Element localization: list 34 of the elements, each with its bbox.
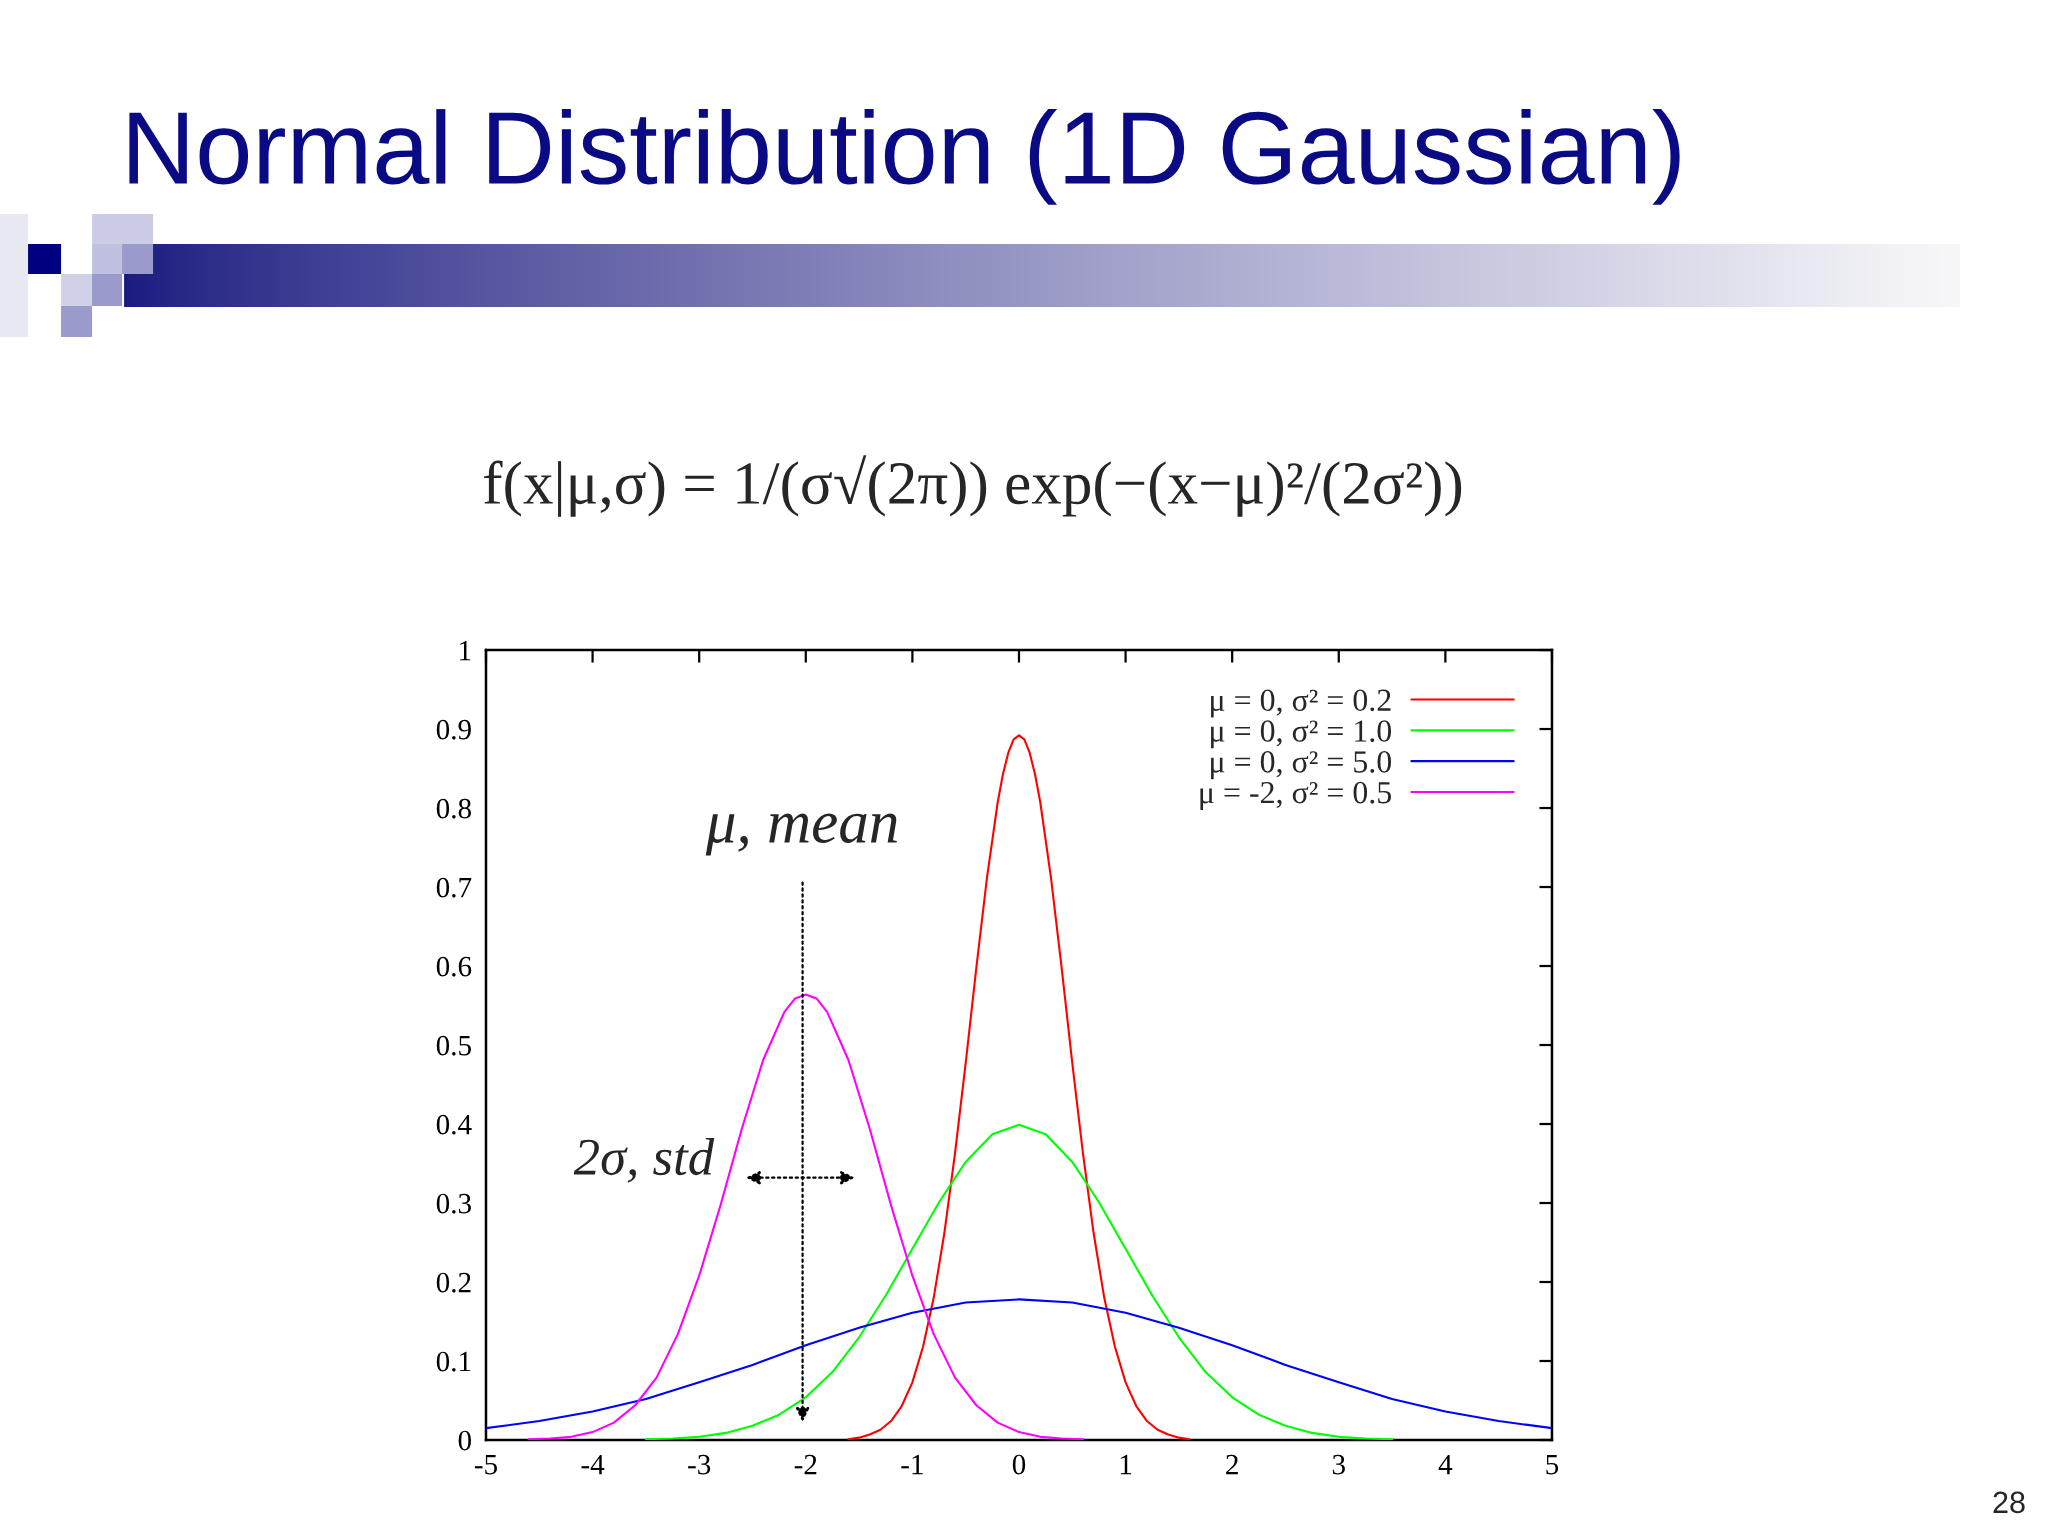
- y-tick-label: 0.8: [436, 798, 471, 819]
- x-tick-label: -1: [901, 1454, 923, 1475]
- x-tick-label: -3: [688, 1454, 711, 1475]
- line-series: [527, 993, 1084, 1440]
- annotation: 2σ, std: [573, 1138, 715, 1183]
- text: 28: [1993, 1491, 2025, 1514]
- y-tick-label: 0.7: [436, 877, 472, 898]
- chart-title: Normal Distribution (1D Gaussian): [129, 109, 1680, 205]
- x-tick-label: -5: [474, 1455, 497, 1475]
- x-tick-label: -4: [581, 1454, 605, 1475]
- y-tick-label: 0.6: [436, 956, 472, 977]
- legend-label: μ = -2, σ² = 0.5: [1200, 781, 1392, 810]
- line-series: [644, 1123, 1394, 1440]
- legend-label: μ = 0, σ² = 5.0: [1211, 751, 1392, 780]
- line-series: [485, 1298, 1552, 1430]
- x-tick-label: 2: [1226, 1454, 1238, 1475]
- x-tick-label: -2: [794, 1454, 817, 1475]
- chart-subtitle: f(x|μ,σ) = 1/(σ√(2π)) exp(−(x−μ)²/(2σ²)): [484, 455, 1462, 517]
- x-tick-label: 5: [1546, 1455, 1559, 1475]
- annotation: μ, mean: [705, 813, 897, 856]
- x-tick-label: 3: [1332, 1454, 1345, 1475]
- y-tick-label: 0.5: [436, 1035, 471, 1056]
- y-tick-label: 0.9: [436, 719, 471, 740]
- y-tick-label: 0.4: [436, 1114, 472, 1135]
- x-tick-label: 0: [1012, 1454, 1026, 1475]
- legend-label: μ = 0, σ² = 0.2: [1211, 689, 1391, 718]
- legend-label: μ = 0, σ² = 1.0: [1211, 720, 1392, 749]
- y-tick-label: 0.1: [436, 1351, 471, 1372]
- y-tick-label: 0.2: [436, 1272, 471, 1293]
- y-tick-label: 0.3: [436, 1193, 471, 1214]
- x-tick-label: 1: [1120, 1454, 1132, 1475]
- y-tick-label: 1: [460, 640, 471, 661]
- x-tick-label: 4: [1438, 1454, 1453, 1475]
- y-tick-label: 0: [458, 1430, 471, 1451]
